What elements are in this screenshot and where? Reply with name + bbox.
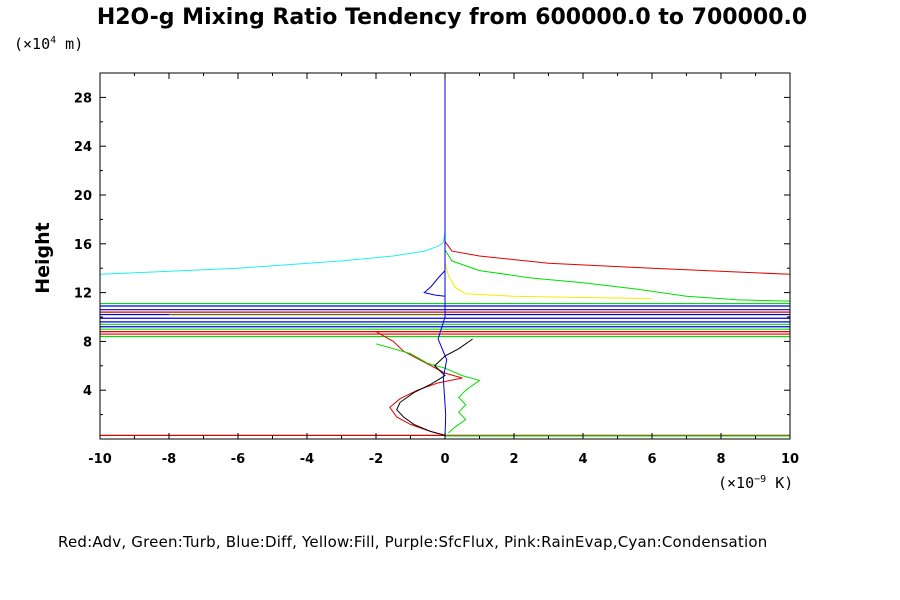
y-tick-label: 4 (83, 384, 92, 399)
y-tick-label: 20 (74, 189, 92, 204)
series-line-adv-5 (375, 331, 463, 436)
x-tick-label: 10 (781, 452, 799, 467)
x-tick-label: 6 (647, 452, 656, 467)
y-tick-label: 24 (74, 140, 92, 155)
x-tick-label: -6 (231, 452, 245, 467)
y-tick-label: 12 (74, 287, 92, 302)
x-tick-label: 4 (578, 452, 587, 467)
x-unit-label: (×10−9 K) (718, 474, 793, 492)
chart-title: H2O-g Mixing Ratio Tendency from 600000.… (97, 5, 807, 30)
y-unit-label: (×104 m) (14, 35, 83, 53)
y-tick-label: 28 (74, 91, 92, 106)
series-line-adv-1 (444, 241, 790, 275)
y-tick-label: 8 (83, 335, 92, 350)
x-tick-label: 2 (509, 452, 518, 467)
series-line-diff-4 (423, 270, 446, 297)
plot-frame (99, 72, 791, 440)
series-line-turb-2 (444, 249, 790, 302)
series-line-condensation-0 (100, 73, 446, 275)
x-tick-label: 8 (716, 452, 725, 467)
y-tick-label: 16 (74, 238, 92, 253)
series-line-diff-8 (437, 73, 448, 438)
y-axis-label: Height (32, 222, 54, 294)
x-tick-label: -10 (88, 452, 112, 467)
series-line-fill-3 (444, 261, 653, 300)
plot-data-group (100, 73, 790, 438)
legend-text: Red:Adv, Green:Turb, Blue:Diff, Yellow:F… (58, 533, 768, 551)
series-line-turb-6 (375, 343, 481, 434)
x-tick-label: -4 (300, 452, 314, 467)
x-tick-label: -8 (162, 452, 176, 467)
x-tick-label: 0 (440, 452, 449, 467)
x-tick-label: -2 (369, 452, 383, 467)
